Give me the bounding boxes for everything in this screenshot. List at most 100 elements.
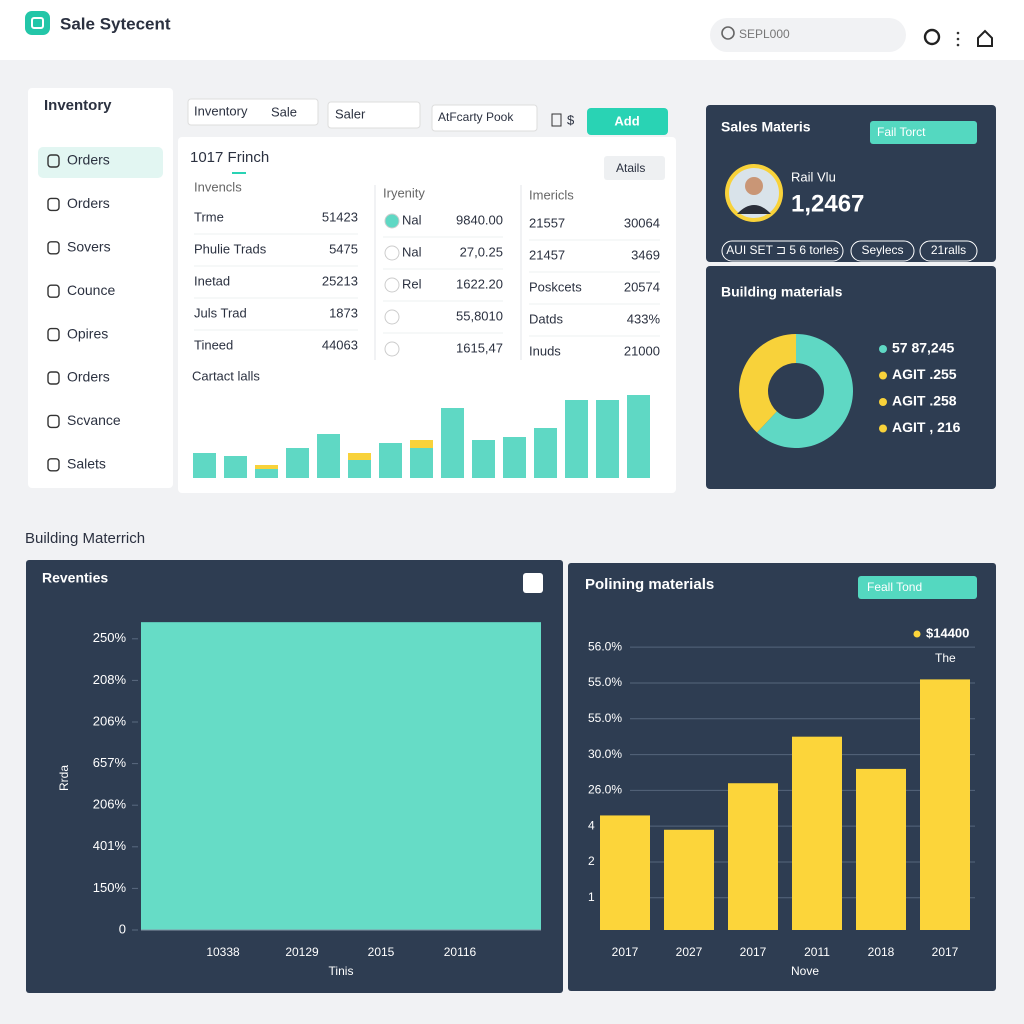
nav-item[interactable]: Sovers	[67, 239, 111, 255]
bar	[317, 434, 340, 478]
row-value: 433%	[627, 311, 661, 326]
search-box[interactable]	[710, 18, 906, 52]
nav-item[interactable]: Orders	[67, 152, 110, 168]
bar	[664, 829, 714, 930]
filter[interactable]	[327, 101, 421, 129]
tag[interactable]	[850, 240, 915, 262]
row-value: 20574	[624, 279, 660, 294]
chart-icon[interactable]	[523, 573, 543, 593]
bar	[596, 400, 619, 478]
bar	[348, 460, 371, 478]
section-title: Building Materrich	[25, 530, 145, 547]
avatar-body	[737, 205, 771, 214]
nav-icon	[47, 327, 60, 342]
nav-item[interactable]: Orders	[67, 369, 110, 385]
column-header: Imericls	[529, 187, 574, 202]
menu-icon	[956, 43, 960, 47]
dropdown[interactable]	[858, 576, 977, 599]
nav-icon	[47, 197, 60, 212]
row-label: Inuds	[529, 343, 561, 358]
y-tick-label: 206%	[93, 797, 127, 812]
radio[interactable]	[384, 341, 400, 357]
search-icon	[721, 26, 735, 40]
home-icon[interactable]	[977, 29, 993, 47]
row-label: Nal	[402, 244, 422, 259]
x-axis-label: Nove	[791, 964, 819, 978]
legend-dot	[879, 345, 887, 353]
row-value: 44063	[322, 337, 358, 352]
nav-icon	[47, 154, 60, 168]
y-tick-label: 657%	[93, 755, 127, 770]
bar	[410, 448, 433, 478]
radio[interactable]	[384, 213, 400, 229]
y-tick-label: 401%	[93, 838, 127, 853]
nav-item[interactable]: Counce	[67, 282, 115, 298]
filter-value: Saler	[335, 106, 366, 121]
bar	[410, 440, 433, 448]
row-label: Phulie Trads	[194, 241, 267, 256]
radio[interactable]	[384, 245, 400, 261]
panel-title: Building materials	[721, 284, 843, 300]
panel-title: Polining materials	[585, 576, 714, 593]
person-name: Rail Vlu	[791, 169, 836, 184]
legend-label: AGIT .255	[892, 366, 957, 382]
add-button[interactable]	[587, 108, 668, 135]
logo-glyph	[31, 17, 44, 29]
bar	[792, 736, 842, 930]
bar	[728, 783, 778, 930]
dropdown[interactable]	[604, 156, 665, 180]
radio[interactable]	[384, 309, 400, 325]
bar	[286, 448, 309, 478]
row-label: Trme	[194, 209, 224, 224]
row-value: 3469	[631, 247, 660, 262]
y-tick-label: 55.0%	[588, 675, 622, 689]
amount: 1,2467	[791, 190, 864, 217]
bar	[348, 453, 371, 460]
row-label: Juls Trad	[194, 305, 247, 320]
x-tick-label: 2015	[368, 945, 395, 959]
x-tick-label: 2017	[612, 945, 639, 959]
row-value: 1615,47	[456, 340, 503, 355]
nav-item[interactable]: Salets	[67, 456, 106, 472]
area	[141, 622, 541, 930]
legend-dot	[879, 371, 887, 380]
donut-segment	[739, 334, 796, 433]
dropdown[interactable]	[870, 121, 977, 144]
radio[interactable]	[384, 277, 400, 293]
row-label: 21557	[529, 215, 565, 230]
app-title: Sale Sytecent	[60, 14, 171, 33]
dropdown-label: Fail Torct	[877, 125, 926, 139]
filter-label: Inventory	[194, 103, 248, 118]
x-tick-label: 20116	[444, 945, 477, 959]
bar	[193, 453, 216, 478]
bar	[565, 400, 588, 478]
y-axis-label: Rrda	[57, 765, 71, 791]
row-label: Poskcets	[529, 279, 582, 294]
sales-panel	[706, 105, 996, 262]
menu-icon[interactable]	[956, 31, 960, 35]
search-text: SEPL000	[739, 27, 790, 41]
row-value: 21000	[624, 343, 660, 358]
user-icon[interactable]	[923, 28, 941, 46]
tag[interactable]	[721, 240, 844, 262]
x-tick-label: 10338	[206, 945, 240, 959]
nav-icon	[47, 458, 60, 472]
x-tick-label: 2018	[868, 945, 895, 959]
table-panel	[178, 137, 676, 493]
sidebar	[28, 88, 173, 488]
filter[interactable]	[431, 104, 538, 132]
row-label: Tineed	[194, 337, 233, 352]
nav-item[interactable]: Opires	[67, 325, 108, 341]
row-value: 55,8010	[456, 308, 503, 323]
filter[interactable]	[187, 98, 319, 126]
legend-label: 57 87,245	[892, 340, 954, 356]
nav-item[interactable]: Scvance	[67, 412, 121, 428]
x-axis-label: Tinis	[329, 964, 354, 978]
tag[interactable]	[919, 240, 978, 262]
x-tick-label: 20129	[285, 945, 319, 959]
nav-item[interactable]: Orders	[67, 195, 110, 211]
legend-dot	[879, 398, 887, 406]
panel-title: Reventies	[42, 570, 108, 586]
panel-title: 1017 Frinch	[190, 149, 269, 166]
